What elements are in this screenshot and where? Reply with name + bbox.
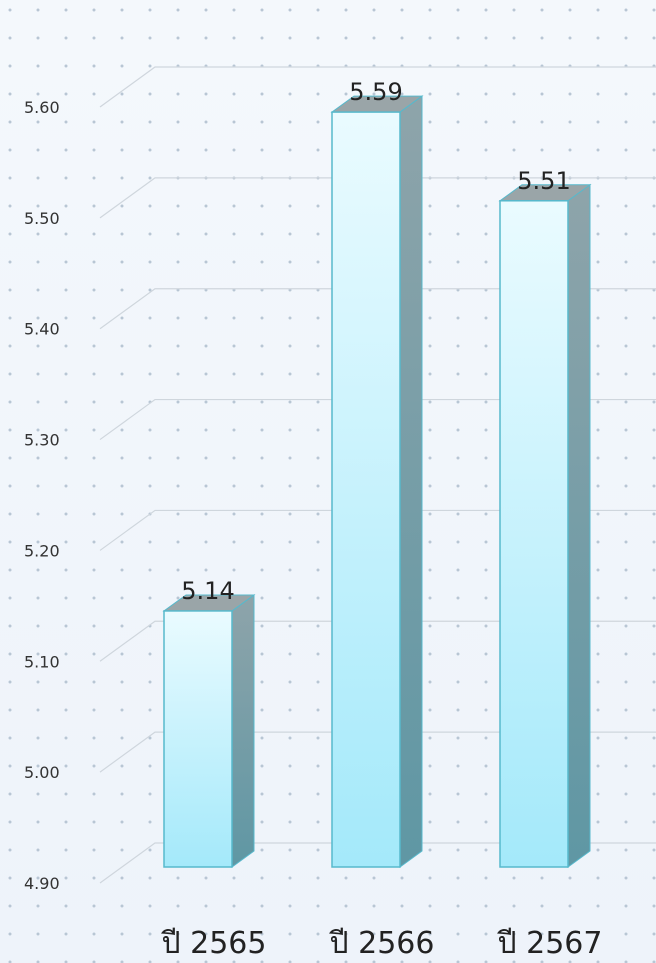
x-tick-label: ปี 2565 [161, 926, 267, 961]
bar-side-face [231, 593, 255, 868]
value-label: 5.51 [517, 167, 570, 195]
y-tick-label: 4.90 [24, 874, 60, 893]
bar-front-face [163, 610, 233, 868]
y-tick-label: 5.10 [24, 652, 60, 671]
bar-front-face [499, 200, 569, 868]
y-tick-label: 5.50 [24, 209, 60, 228]
y-tick-label: 5.30 [24, 431, 60, 450]
y-tick-label: 5.20 [24, 541, 60, 560]
bar-side-face [567, 183, 591, 868]
x-tick-label: ปี 2567 [497, 926, 603, 961]
value-labels: 5.14 5.59 5.51 [181, 78, 570, 605]
gridline [99, 66, 656, 108]
y-tick-label: 5.40 [24, 320, 60, 339]
gridline [99, 177, 656, 219]
value-label: 5.59 [349, 78, 402, 106]
y-tick-label: 5.60 [24, 98, 60, 117]
bar-3 [498, 183, 592, 868]
bar-side-face [399, 95, 423, 868]
gridline [99, 398, 656, 441]
x-tick-label: ปี 2566 [329, 926, 435, 961]
y-tick-label: 5.00 [24, 763, 60, 782]
gridlines [99, 66, 656, 884]
x-axis-ticks: ปี 2565 ปี 2566 ปี 2567 [161, 926, 603, 961]
gridline [99, 842, 656, 884]
gridline [99, 620, 656, 662]
bars [162, 95, 592, 868]
value-label: 5.14 [181, 577, 234, 605]
bar-front-face [331, 111, 401, 868]
gridline [99, 731, 656, 773]
y-axis-ticks: 4.90 5.00 5.10 5.20 5.30 5.40 5.50 5.60 [24, 98, 60, 893]
bar-1 [162, 593, 256, 868]
gridline [99, 288, 656, 330]
bar-2 [330, 95, 424, 868]
gridline [99, 509, 656, 551]
